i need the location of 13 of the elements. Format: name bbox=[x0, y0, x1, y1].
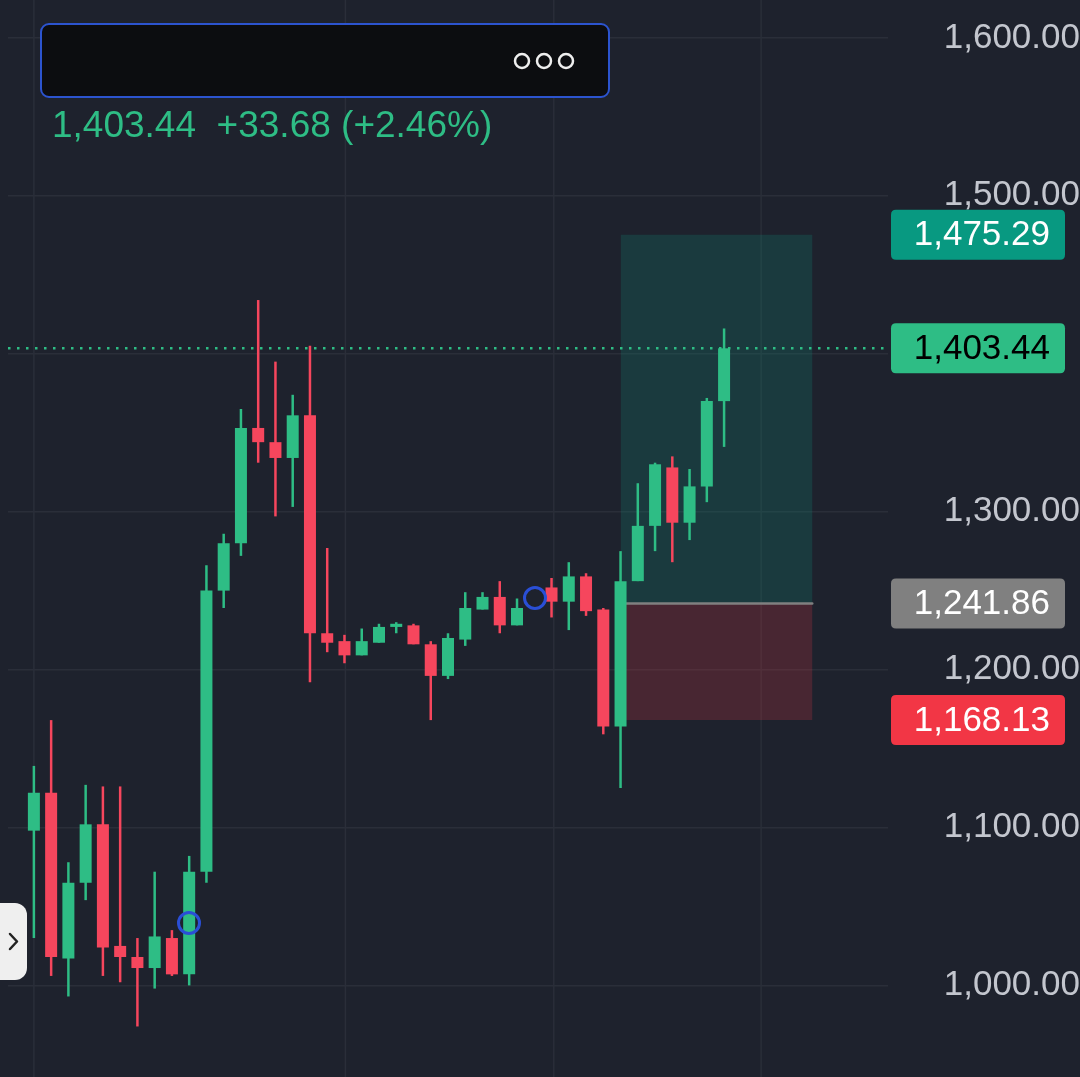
band-label: 1,168.13 bbox=[913, 698, 1050, 738]
band-label: 1,475.29 bbox=[913, 213, 1050, 253]
ref-line-label: 1,241.86 bbox=[913, 582, 1050, 622]
y-tick-label: 1,500.00 bbox=[943, 173, 1080, 213]
y-tick-label: 1,100.00 bbox=[943, 805, 1080, 845]
ref-line-label: 1,403.44 bbox=[913, 326, 1050, 366]
y-tick-label: 1,200.00 bbox=[943, 647, 1080, 687]
y-tick-label: 1,600.00 bbox=[943, 15, 1080, 55]
text: 1,403.44 +33.68 (+2.46%) bbox=[52, 104, 493, 146]
candlestick bbox=[131, 938, 144, 1027]
y-tick-label: 1,300.00 bbox=[943, 489, 1080, 529]
y-tick-label: 1,000.00 bbox=[943, 963, 1080, 1003]
candlestick bbox=[269, 361, 282, 517]
